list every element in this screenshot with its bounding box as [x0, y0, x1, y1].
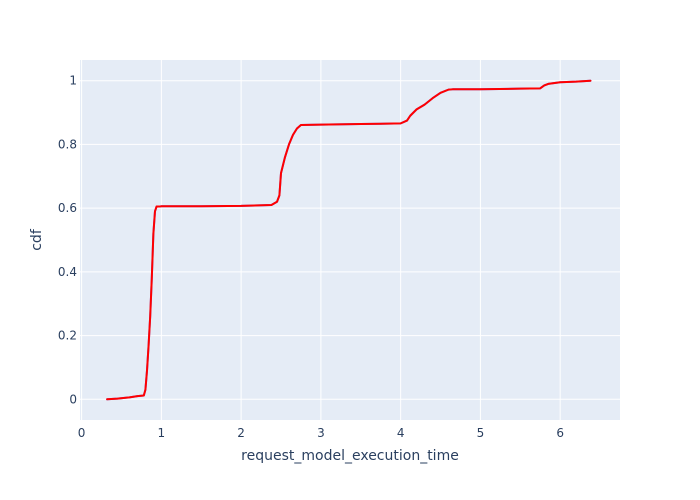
y-tick-label: 1	[69, 74, 77, 88]
x-tick-label: 4	[397, 426, 405, 440]
y-tick-label: 0.2	[58, 329, 77, 343]
x-tick-label: 0	[78, 426, 86, 440]
y-tick-label: 0.8	[58, 137, 77, 151]
grid-lines	[80, 60, 620, 420]
x-tick-label: 1	[158, 426, 166, 440]
y-tick-label: 0	[69, 392, 77, 406]
x-tick-label: 5	[477, 426, 485, 440]
plot-background	[80, 60, 620, 420]
y-tick-label: 0.4	[58, 265, 77, 279]
y-axis-title: cdf	[29, 228, 45, 251]
x-tick-label: 3	[317, 426, 325, 440]
x-tick-label: 2	[237, 426, 245, 440]
series-lines	[106, 79, 592, 401]
x-axis-title: request_model_execution_time	[241, 448, 459, 464]
x-tick-label: 6	[556, 426, 564, 440]
y-tick-label: 0.6	[58, 201, 77, 215]
tick-labels: 0 1 2 3 4 5 6 0 0.2 0.4 0.6 0.8 1	[58, 74, 564, 440]
cdf-line-secondary	[106, 79, 592, 401]
